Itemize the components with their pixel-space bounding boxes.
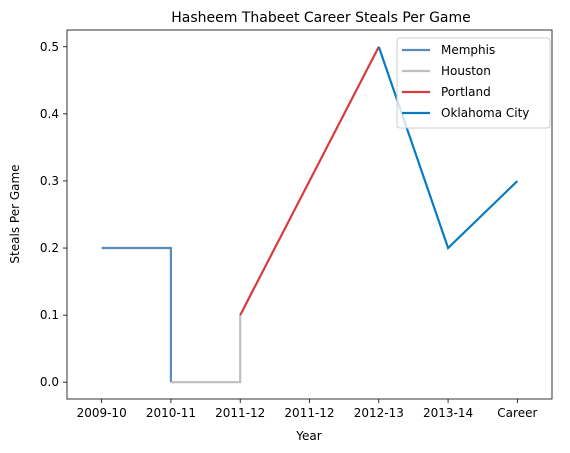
legend-label: Oklahoma City (441, 106, 529, 120)
y-tick-label: 0.0 (40, 375, 59, 389)
plot-frame (66, 29, 553, 400)
x-tick-label: 2010-11 (146, 406, 196, 420)
x-axis-label: Year (295, 429, 321, 443)
chart-title: Hasheem Thabeet Career Steals Per Game (171, 10, 471, 26)
legend: Memphis Houston Portland Oklahoma City (396, 37, 551, 129)
y-tick-label: 0.5 (40, 40, 59, 54)
legend-label: Houston (441, 64, 491, 78)
y-tick-label: 0.1 (40, 308, 59, 322)
x-tick-label: 2013-14 (423, 406, 473, 420)
legend-box (396, 37, 551, 129)
x-tick-label: 2009-10 (77, 406, 127, 420)
x-tick-label: 2011-12 (215, 406, 265, 420)
legend-label: Memphis (441, 43, 495, 57)
series-line-memphis (101, 246, 172, 383)
series-line-houston (170, 315, 242, 384)
series-line-portland (239, 46, 380, 316)
x-tick-label: 2011-12 (284, 406, 334, 420)
x-tick-label: 2012-13 (354, 406, 404, 420)
y-tick-label: 0.4 (40, 107, 59, 121)
y-tick-label: 0.2 (40, 241, 59, 255)
x-tick-label: Career (497, 406, 537, 420)
legend-label: Portland (441, 85, 491, 99)
y-axis-label: Steals Per Game (8, 164, 22, 263)
x-axis-ticks: 2009-10 2010-11 2011-12 2011-12 2012-13 2013-… (77, 399, 537, 420)
y-axis-ticks: 0.0 0.1 0.2 0.3 0.4 0.5 (40, 40, 67, 389)
y-tick-label: 0.3 (40, 174, 59, 188)
